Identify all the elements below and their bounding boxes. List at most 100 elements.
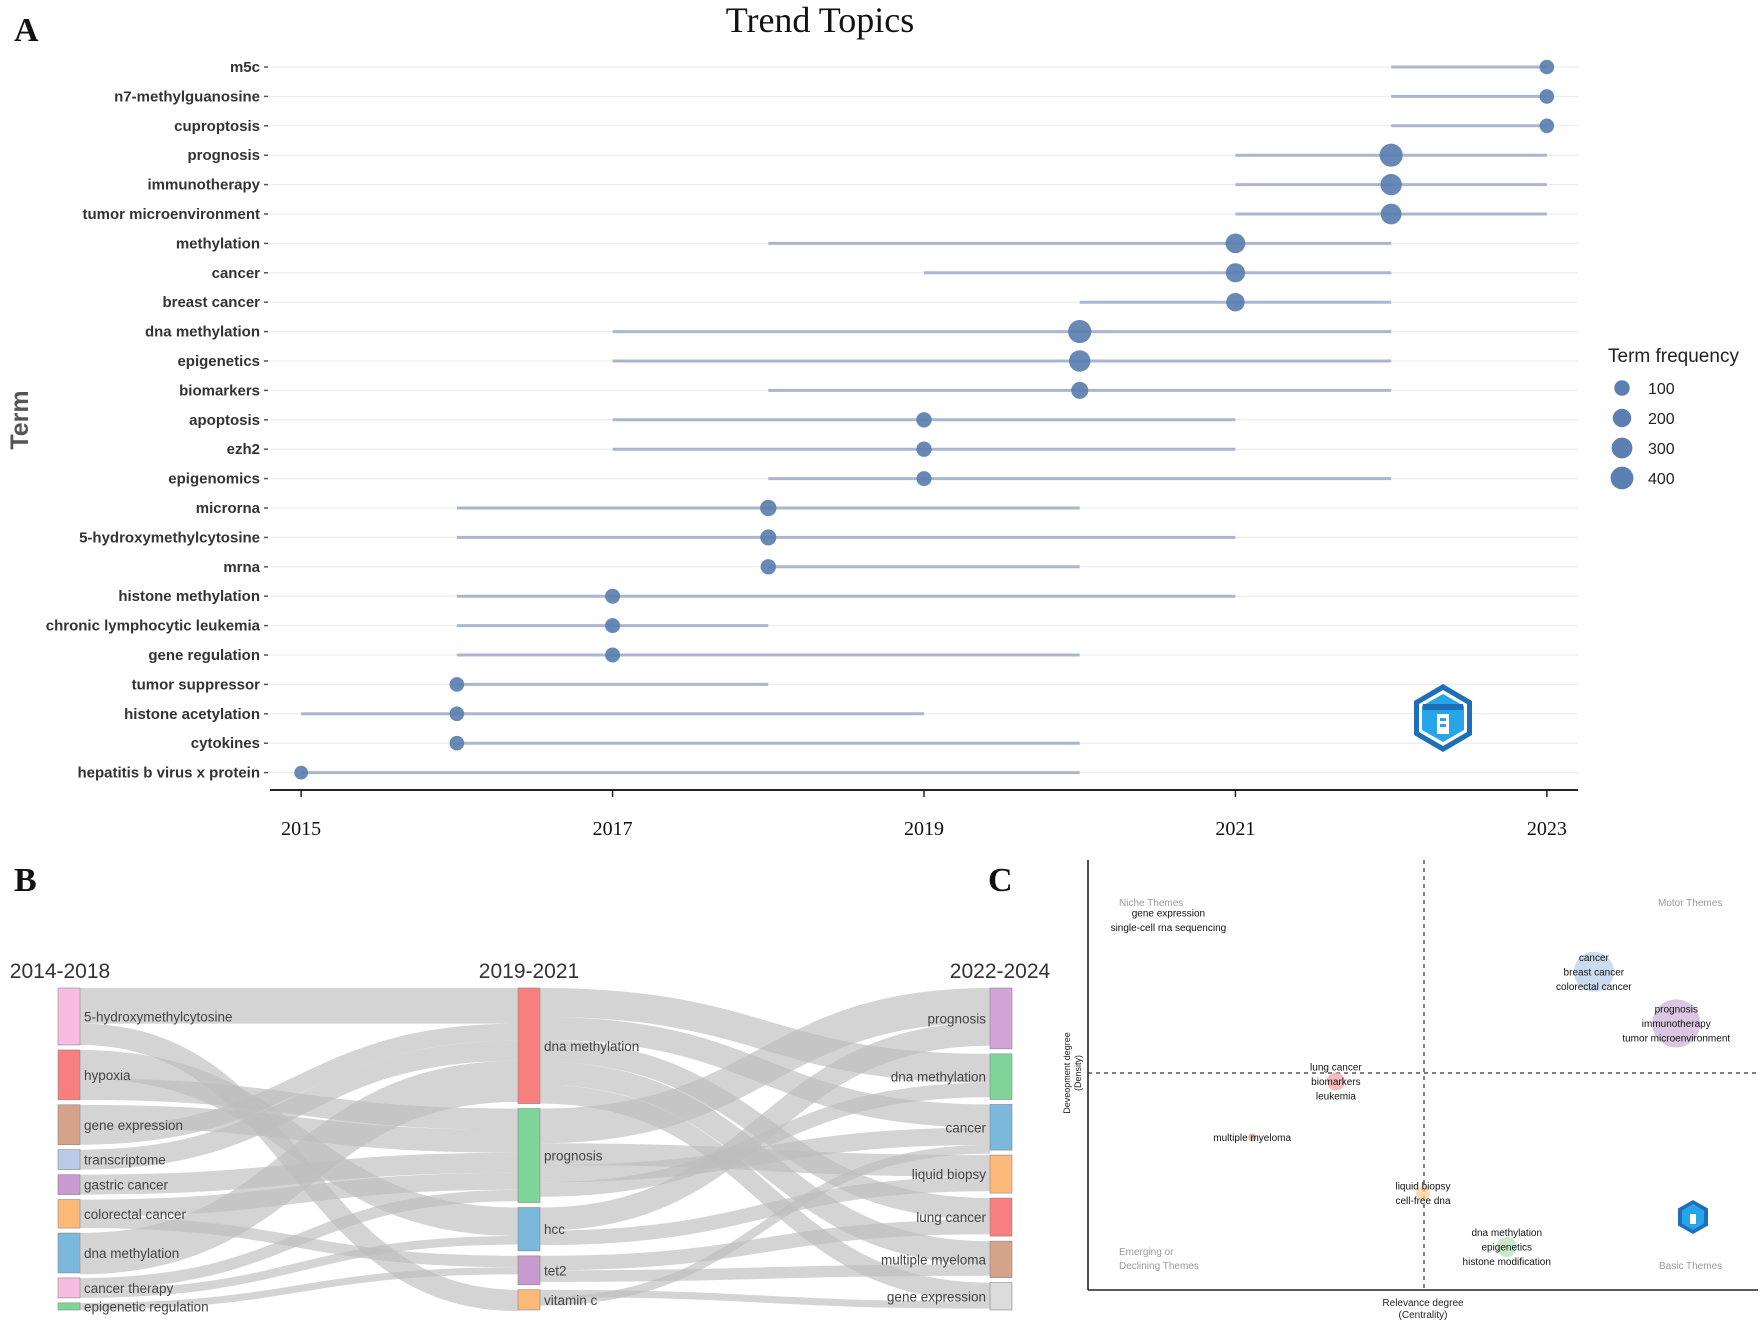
sankey-node-label: vitamin c (544, 1293, 598, 1308)
sankey-node (57, 1149, 81, 1170)
term-label: ezh2 (227, 441, 260, 458)
term-label: cytokines (191, 735, 260, 752)
sankey-flow (79, 1189, 519, 1290)
term-dot (449, 735, 465, 751)
term-label: apoptosis (189, 412, 260, 429)
sankey-node-label: gastric cancer (84, 1178, 169, 1193)
term-label: epigenetics (177, 353, 260, 370)
map-x-label-line1: Relevance degree (1382, 1298, 1464, 1309)
sankey-node-label: colorectal cancer (84, 1207, 187, 1222)
x-tick-label: 2019 (904, 818, 944, 840)
cluster-bubble (1652, 999, 1701, 1048)
term-label: cancer (212, 265, 261, 282)
sankey-node-label: transcriptome (84, 1153, 166, 1168)
quadrant-niche: Niche Themes (1119, 898, 1183, 909)
cluster-label: histone modification (1463, 1257, 1551, 1268)
sankey-flow (79, 1060, 519, 1275)
legend-dot (1614, 380, 1630, 396)
legend-label: 200 (1648, 411, 1675, 428)
sankey-node (57, 1232, 81, 1274)
term-dot (1380, 203, 1402, 225)
sankey-flow (79, 1040, 519, 1170)
term-label: tumor suppressor (132, 676, 261, 693)
sankey-node (989, 987, 1013, 1050)
term-label: immunotherapy (147, 177, 260, 194)
term-dot (1225, 233, 1246, 254)
term-dot (760, 529, 777, 546)
cluster-label: gene expression (1132, 908, 1205, 919)
sankey-node-label: epigenetic regulation (84, 1299, 209, 1314)
panel-label-b: B (14, 862, 37, 899)
sankey-node-label: prognosis (927, 1011, 986, 1026)
sankey-flow (539, 1144, 991, 1306)
cluster-label: lung cancer (1310, 1062, 1362, 1073)
sankey-node-label: 5-hydroxymethylcytosine (84, 1009, 233, 1024)
sankey-node (517, 987, 541, 1104)
period-header: 2019-2021 (479, 960, 579, 983)
legend-items: 100 200 300 400 (1610, 380, 1675, 490)
legend-dot (1611, 437, 1633, 459)
cluster-label: biomarkers (1311, 1077, 1360, 1088)
sankey-node (57, 1104, 81, 1145)
term-label: biomarkers (179, 382, 260, 399)
sankey-node (57, 1302, 81, 1311)
term-dot (605, 618, 621, 634)
cluster-bubble (1326, 1072, 1345, 1091)
sankey-node (517, 1289, 541, 1311)
sankey-node (57, 1277, 81, 1299)
sankey-node (989, 1104, 1013, 1151)
x-ticks: 2015 2017 2019 2021 2023 (281, 790, 1567, 840)
term-dot (294, 765, 309, 780)
quadrant-basic: Basic Themes (1659, 1261, 1722, 1272)
sankey-node (57, 1049, 81, 1101)
thematic-evolution-sankey: 5-hydroxymethylcytosine hypoxia gene expre… (10, 960, 1051, 1314)
sankey-node (57, 1199, 81, 1229)
sankey-node-label: prognosis (544, 1149, 603, 1164)
term-label: chronic lymphocytic leukemia (46, 618, 261, 635)
sankey-flow (539, 988, 991, 1144)
sankey-node-label: multiple myeloma (881, 1252, 987, 1267)
panel-label-a: A (14, 12, 39, 49)
legend-dot (1610, 466, 1634, 490)
x-tick-label: 2021 (1215, 818, 1255, 840)
term-dot (760, 559, 776, 575)
term-dot (916, 412, 932, 428)
cluster-label: multiple myeloma (1213, 1133, 1291, 1144)
sankey-node-label: hcc (544, 1222, 565, 1237)
legend-label: 300 (1648, 441, 1675, 458)
legend-dot (1612, 408, 1632, 428)
term-dot (1379, 143, 1403, 167)
sankey-flow (79, 1104, 519, 1153)
cluster-label: colorectal cancer (1556, 982, 1632, 993)
bibliometrix-logo-small (1678, 1200, 1708, 1234)
sankey-node (517, 1255, 541, 1286)
term-label: cuproptosis (174, 118, 260, 135)
sankey-node-label: dna methylation (891, 1070, 986, 1085)
sankey-node (989, 1197, 1013, 1237)
sankey-node-label: lung cancer (916, 1210, 986, 1225)
sankey-node (989, 1154, 1013, 1194)
cluster-label: immunotherapy (1642, 1019, 1711, 1030)
term-dot (916, 471, 932, 487)
map-y-label-line1: Deveopment degree (1062, 1032, 1072, 1114)
cluster-bubble (1573, 951, 1614, 992)
term-label: methylation (176, 235, 260, 252)
term-label: breast cancer (162, 294, 260, 311)
panel-label-c: C (988, 862, 1013, 899)
cluster-label: leukemia (1316, 1091, 1356, 1102)
term-dot (1068, 350, 1091, 372)
term-label: 5-hydroxymethylcytosine (79, 529, 260, 546)
sankey-node (57, 987, 81, 1046)
bibliometrix-logo (1414, 684, 1472, 752)
sankey-node-label: dna methylation (544, 1039, 639, 1054)
x-tick-label: 2023 (1527, 818, 1567, 840)
term-label: histone acetylation (124, 706, 260, 723)
sankey-flows (79, 987, 991, 1312)
map-y-label-line2: (Density) (1073, 1055, 1083, 1091)
sankey-node (517, 1108, 541, 1203)
cluster-bubble (1248, 1133, 1257, 1142)
map-x-label-line2: (Centrality) (1399, 1310, 1448, 1321)
term-labels: m5c n7-methylguanosine cuproptosis prognosi… (46, 59, 268, 782)
term-dot (605, 588, 621, 604)
term-dot (1071, 381, 1089, 399)
